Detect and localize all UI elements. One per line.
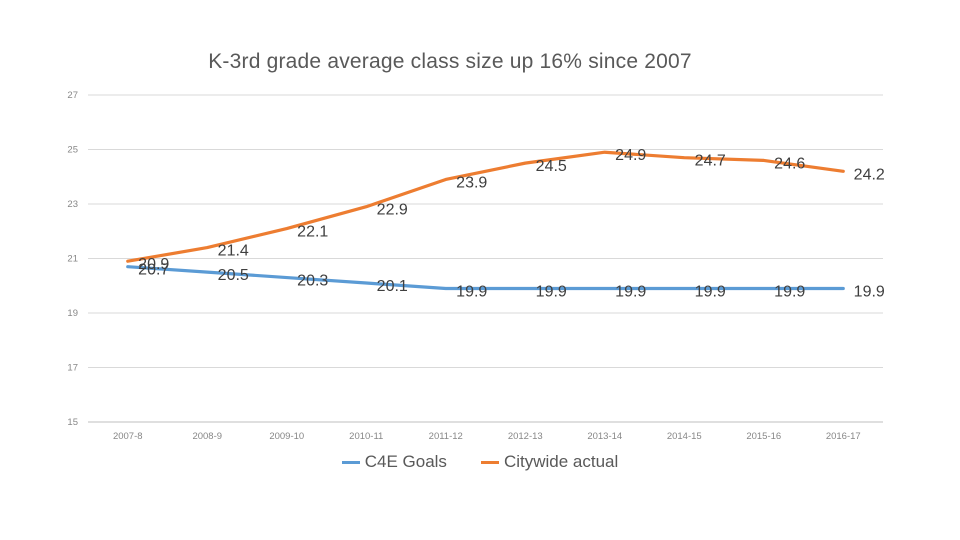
data-label-citywide-actual: 24.7 <box>695 153 726 170</box>
data-label-c4e-goals: 20.1 <box>377 278 408 295</box>
legend-item-c4e-goals: C4E Goals <box>341 452 447 472</box>
series-line-c4e-goals <box>126 265 845 291</box>
data-label-c4e-goals: 19.9 <box>854 283 885 300</box>
y-tick-label: 23 <box>67 199 78 210</box>
x-tick-label: 2007-8 <box>113 431 143 442</box>
data-label-citywide-actual: 22.1 <box>297 224 328 241</box>
y-tick-label: 25 <box>67 145 78 156</box>
x-tick-label: 2016-17 <box>826 431 861 442</box>
y-tick-label: 15 <box>67 417 78 428</box>
legend-line-swatch-citywide-actual <box>480 460 499 464</box>
data-label-c4e-goals: 19.9 <box>695 283 726 300</box>
chart-legend: C4E Goals Citywide actual <box>0 452 960 472</box>
data-label-c4e-goals: 20.3 <box>297 273 328 290</box>
data-label-c4e-goals: 19.9 <box>615 283 646 300</box>
x-tick-label: 2012-13 <box>508 431 543 442</box>
data-label-citywide-actual: 24.5 <box>536 158 567 175</box>
y-tick-label: 21 <box>67 254 78 265</box>
y-tick-label: 17 <box>67 363 78 374</box>
legend-label: C4E Goals <box>364 452 447 471</box>
data-label-citywide-actual: 24.6 <box>774 155 805 172</box>
x-tick-label: 2010-11 <box>349 431 383 442</box>
data-label-c4e-goals: 20.5 <box>218 267 249 284</box>
data-label-citywide-actual: 24.2 <box>854 166 885 183</box>
x-tick-label: 2008-9 <box>192 431 222 442</box>
y-tick-label: 19 <box>67 308 78 319</box>
data-label-citywide-actual: 22.9 <box>377 202 408 219</box>
data-label-citywide-actual: 24.9 <box>615 147 646 164</box>
legend-item-citywide-actual: Citywide actual <box>480 452 619 472</box>
data-label-citywide-actual: 21.4 <box>218 243 249 260</box>
data-label-c4e-goals: 19.9 <box>774 283 805 300</box>
data-label-citywide-actual: 23.9 <box>456 174 487 191</box>
chart-title: K-3rd grade average class size up 16% si… <box>208 50 692 73</box>
y-tick-label: 27 <box>67 90 78 101</box>
x-tick-label: 2013-14 <box>587 431 622 442</box>
data-label-citywide-actual: 20.9 <box>138 256 169 273</box>
x-tick-label: 2014-15 <box>667 431 702 442</box>
data-label-c4e-goals: 19.9 <box>536 283 567 300</box>
data-label-c4e-goals: 20.7 <box>138 262 169 279</box>
x-tick-label: 2015-16 <box>746 431 781 442</box>
x-tick-label: 2011-12 <box>429 431 463 442</box>
data-label-c4e-goals: 19.9 <box>456 283 487 300</box>
x-tick-label: 2009-10 <box>269 431 304 442</box>
legend-line-swatch-c4e-goals <box>341 460 360 464</box>
legend-label: Citywide actual <box>503 452 619 471</box>
series-line-citywide-actual <box>126 150 845 263</box>
